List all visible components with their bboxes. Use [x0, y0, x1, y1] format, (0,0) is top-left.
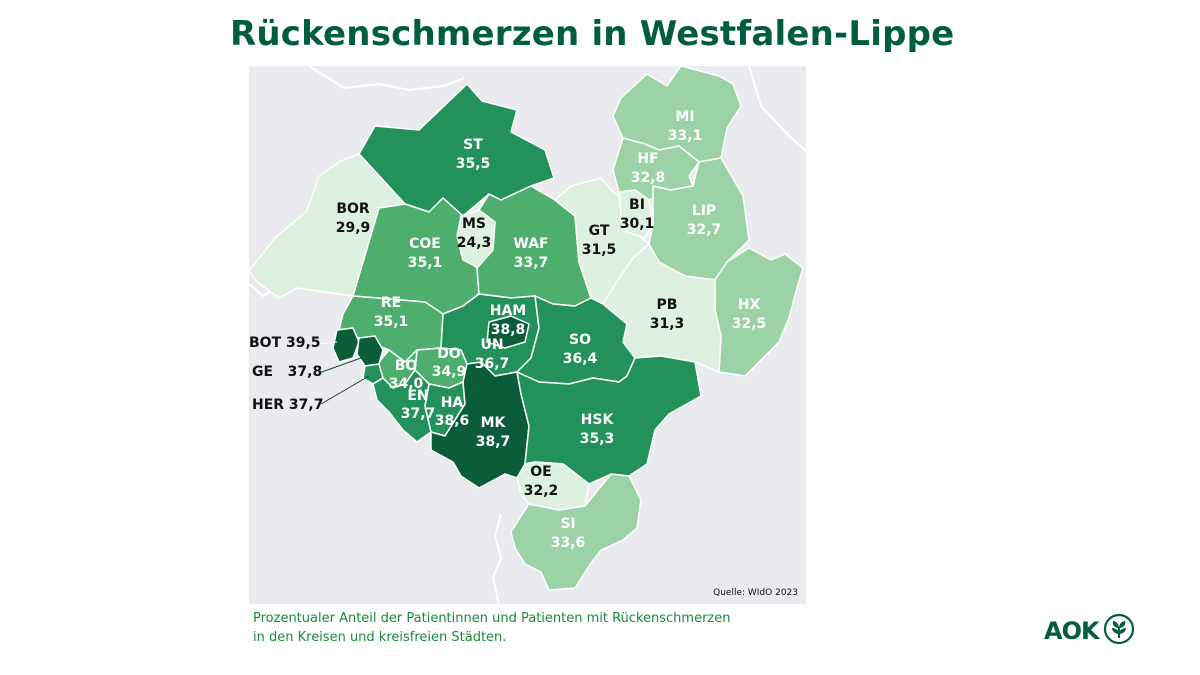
label-hsk-code: HSK	[581, 412, 615, 428]
neighbour-border-line	[748, 66, 806, 152]
region-si	[510, 473, 642, 591]
label-do-value: 34,9	[432, 364, 467, 380]
label-bi-value: 30,1	[620, 216, 655, 232]
label-un-value: 36,7	[475, 356, 510, 372]
label-pb-code: PB	[657, 297, 678, 313]
caption-line-1: Prozentualer Anteil der Patientinnen und…	[253, 611, 731, 626]
source-note: Quelle: WIdO 2023	[713, 588, 798, 598]
label-gt-value: 31,5	[582, 242, 617, 258]
map-panel: ST 35,5 BOR 29,9 MS 24,3 COE 35,1 WAF 33…	[249, 66, 806, 604]
neighbour-border-line	[491, 513, 503, 604]
label-si-value: 33,6	[551, 535, 586, 551]
label-mk-code: MK	[481, 415, 507, 431]
aok-logo: AOK	[1044, 613, 1135, 649]
label-mk-value: 38,7	[476, 434, 511, 450]
caption: Prozentualer Anteil der Patientinnen und…	[253, 609, 813, 647]
region-bot	[332, 327, 360, 363]
label-mi-code: MI	[675, 109, 694, 125]
external-label-ge: GE 37,8	[252, 364, 323, 380]
label-bo-code: BO	[395, 358, 418, 374]
label-gt-code: GT	[589, 223, 610, 239]
label-st-code: ST	[463, 137, 483, 153]
map-title: Rückenschmerzen in Westfalen-Lippe	[230, 14, 955, 54]
label-ha-value: 38,6	[435, 413, 470, 429]
label-st-value: 35,5	[456, 156, 491, 172]
label-pb-value: 31,3	[650, 316, 685, 332]
aok-logo-text: AOK	[1044, 617, 1100, 645]
leader-line-her	[320, 375, 370, 405]
label-ms-code: MS	[462, 216, 486, 232]
label-oe-code: OE	[530, 464, 551, 480]
label-waf-code: WAF	[513, 236, 548, 252]
label-bi-code: BI	[629, 197, 645, 213]
label-ms-value: 24,3	[457, 235, 492, 251]
region-oe	[516, 461, 590, 511]
label-ham-value: 38,8	[491, 322, 526, 338]
label-coe-code: COE	[409, 236, 441, 252]
external-label-her: HER 37,7	[252, 397, 324, 413]
label-coe-value: 35,1	[408, 255, 443, 271]
label-hx-code: HX	[738, 297, 761, 313]
region-ham	[486, 315, 530, 349]
neighbour-border-line	[308, 66, 465, 92]
label-en-value: 37,7	[401, 406, 436, 422]
label-bo-value: 34,0	[389, 376, 424, 392]
external-label-bot: BOT 39,5	[249, 335, 321, 351]
label-un-code: UN	[480, 337, 503, 353]
label-mi-value: 33,1	[668, 128, 703, 144]
label-so-code: SO	[569, 332, 591, 348]
label-bor-code: BOR	[336, 201, 370, 217]
leader-line-ge	[318, 357, 362, 374]
region-mk	[430, 361, 530, 489]
label-hsk-value: 35,3	[580, 431, 615, 447]
label-en-code: EN	[407, 388, 428, 404]
label-si-code: SI	[560, 516, 575, 532]
caption-line-2: in den Kreisen und kreisfreien Städten.	[253, 630, 507, 645]
label-re-value: 35,1	[374, 314, 409, 330]
label-lip-code: LIP	[692, 203, 716, 219]
label-do-code: DO	[437, 346, 461, 362]
label-bor-value: 29,9	[336, 220, 371, 236]
label-waf-value: 33,7	[514, 255, 549, 271]
aok-tree-icon	[1103, 613, 1135, 649]
leader-line-bot	[318, 341, 338, 345]
label-hx-value: 32,5	[732, 316, 767, 332]
label-hf-code: HF	[637, 151, 658, 167]
label-so-value: 36,4	[563, 351, 598, 367]
label-lip-value: 32,7	[687, 222, 722, 238]
label-oe-value: 32,2	[524, 483, 559, 499]
choropleth-map: ST 35,5 BOR 29,9 MS 24,3 COE 35,1 WAF 33…	[249, 66, 806, 604]
label-re-code: RE	[381, 295, 401, 311]
label-ham-code: HAM	[490, 303, 526, 319]
label-hf-value: 32,8	[631, 170, 666, 186]
label-ha-code: HA	[441, 395, 464, 411]
